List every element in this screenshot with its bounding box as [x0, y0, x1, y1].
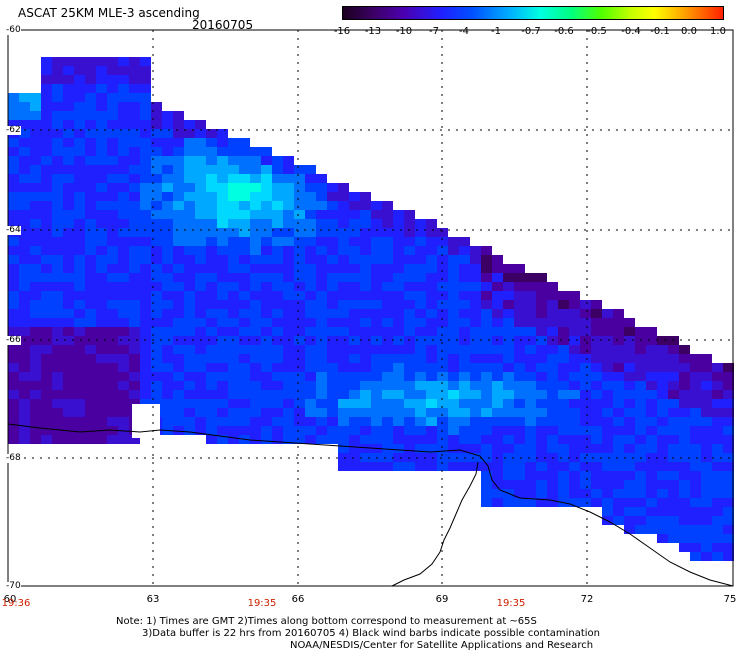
lon-label: 75	[723, 594, 737, 605]
coastline	[7, 423, 734, 587]
pass-time: 19:35	[496, 598, 526, 609]
lat-label: -68	[6, 453, 21, 463]
colorbar-label: -13	[364, 26, 382, 37]
lon-label: 60	[3, 594, 17, 605]
map-title: ASCAT 25KM MLE-3 ascending	[18, 6, 200, 20]
colorbar-label: -0.6	[554, 26, 574, 37]
colorbar-label: 1.0	[710, 26, 726, 37]
colorbar-label: -0.1	[650, 26, 670, 37]
colorbar-label: -0.7	[521, 26, 541, 37]
wind-swath	[8, 57, 734, 561]
map-frame	[7, 29, 734, 587]
map-date: 20160705	[192, 18, 254, 32]
colorbar-labels: -16 -13 -10 -7 -4 -1 -0.7 -0.6 -0.5 -0.4…	[334, 26, 726, 38]
coastline-inland	[391, 461, 479, 587]
colorbar-label: -7	[429, 26, 439, 37]
lon-label: 72	[580, 594, 594, 605]
colorbar-label: -4	[459, 26, 469, 37]
lat-label: -60	[6, 25, 21, 35]
colorbar-label: -0.5	[587, 26, 607, 37]
colorbar-label: 0.0	[681, 26, 697, 37]
pass-time: 19:35	[247, 598, 277, 609]
colorbar-label: -16	[333, 26, 351, 37]
lat-label: -66	[6, 335, 21, 345]
lat-label: -64	[6, 225, 21, 235]
pass-time: 19:36	[1, 598, 31, 609]
colorbar-label: -10	[395, 26, 413, 37]
lon-label: 63	[146, 594, 160, 605]
lat-label: -70	[6, 581, 21, 591]
lon-label: 69	[435, 594, 449, 605]
footer-note-1: Note: 1) Times are GMT 2)Times along bot…	[116, 616, 537, 627]
lat-label: -62	[6, 125, 21, 135]
lon-label: 66	[291, 594, 305, 605]
map-grid	[8, 30, 733, 586]
colorbar-label: -0.4	[621, 26, 641, 37]
colorbar	[342, 6, 724, 20]
colorbar-label: -1	[491, 26, 501, 37]
footer-note-3: NOAA/NESDIS/Center for Satellite Applica…	[290, 640, 594, 651]
footer-note-2: 3)Data buffer is 22 hrs from 20160705 4)…	[142, 628, 600, 639]
